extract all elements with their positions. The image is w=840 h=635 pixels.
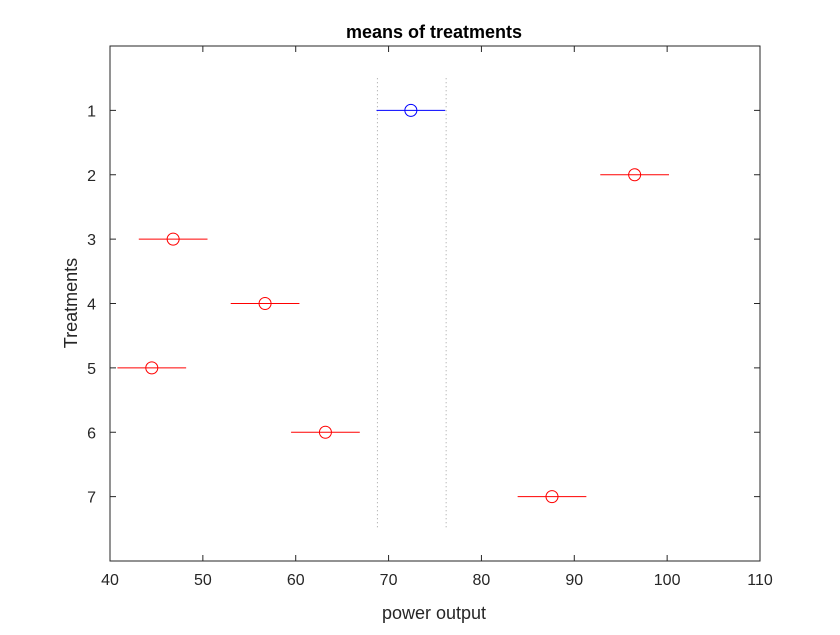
mean-marker-group-2	[628, 168, 642, 182]
x-tick-label: 100	[654, 572, 681, 589]
y-tick-label: 1	[87, 103, 96, 120]
x-axis-label: power output	[382, 603, 486, 623]
mean-marker-group-7	[545, 490, 559, 504]
x-tick-label: 110	[747, 572, 773, 589]
y-tick-label: 5	[87, 361, 96, 378]
x-tick-label: 90	[565, 572, 583, 589]
y-axis-label: Treatments	[61, 258, 81, 348]
mean-marker-group-5	[145, 361, 159, 375]
y-tick-label: 3	[87, 232, 96, 249]
axes-box	[109, 45, 761, 562]
y-tick-label: 2	[87, 168, 96, 185]
x-tick-label: 40	[101, 572, 119, 589]
mean-marker-group-4	[258, 297, 272, 310]
x-tick-label: 70	[380, 572, 398, 589]
plot-area: 40 50 60 70 80 90 100 110 1 2 3 4 5 6 7	[87, 45, 773, 589]
mean-marker-group-6	[318, 425, 332, 439]
x-tick-label: 60	[287, 572, 305, 589]
mean-marker-group-3	[166, 232, 180, 246]
y-tick-label: 4	[87, 297, 96, 314]
chart-title: means of treatments	[346, 22, 522, 42]
mean-marker-group-1	[404, 103, 418, 117]
x-tick-label: 50	[194, 572, 212, 589]
y-tick-label: 7	[87, 490, 96, 507]
x-tick-label: 80	[473, 572, 491, 589]
y-tick-label: 6	[87, 425, 96, 442]
